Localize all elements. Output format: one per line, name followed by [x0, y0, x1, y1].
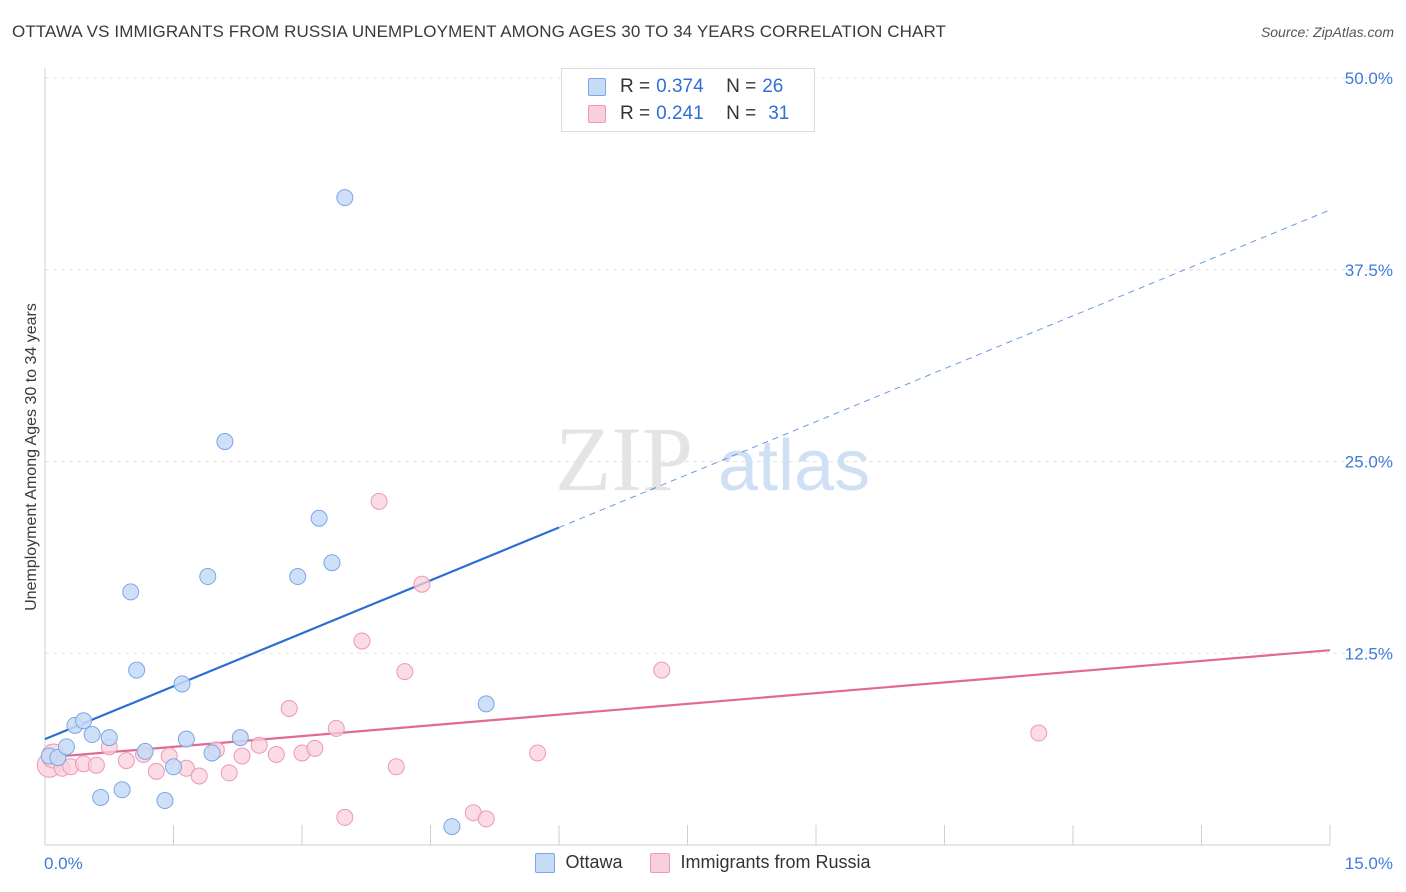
series-legend: Ottawa Immigrants from Russia — [0, 852, 1406, 873]
y-axis-title: Unemployment Among Ages 30 to 34 years — [23, 303, 40, 611]
russia-point — [220, 764, 238, 782]
russia-point — [353, 632, 371, 650]
ottawa-point — [136, 742, 154, 760]
y-tick-label: 25.0% — [1345, 453, 1393, 472]
legend-n-label: N = — [726, 76, 757, 97]
russia-swatch — [588, 105, 606, 123]
legend-r-value: 0.241 — [656, 103, 704, 124]
legend-r-label: R = — [620, 103, 651, 124]
ottawa-swatch — [588, 78, 606, 96]
watermark-zip: ZIP — [555, 408, 693, 510]
legend-item-russia: Immigrants from Russia — [650, 852, 871, 873]
tick-label-layer: 12.5% 25.0% 37.5% 50.0% 0.0% 15.0% — [44, 69, 1393, 873]
ottawa-point — [75, 712, 93, 730]
russia-point — [267, 745, 285, 763]
russia-point — [370, 492, 388, 510]
ottawa-point — [216, 433, 234, 451]
russia-point — [87, 756, 105, 774]
ottawa-point — [477, 695, 495, 713]
legend-r-label: R = — [620, 76, 651, 97]
correlation-legend: R = 0.374 N = 26 R = 0.241 N = 31 — [561, 68, 815, 132]
legend-n-value: 31 — [768, 103, 790, 124]
points-layer — [36, 189, 1048, 836]
ottawa-point — [203, 744, 221, 762]
russia-point — [306, 739, 324, 757]
ottawa-point — [113, 781, 131, 799]
ottawa-point — [443, 818, 461, 836]
ottawa-legend-label: Ottawa — [565, 852, 623, 872]
legend-n-value: 26 — [762, 76, 784, 97]
ottawa-point — [231, 729, 249, 747]
x-tick-label: 15.0% — [1345, 854, 1393, 873]
russia-point — [327, 719, 345, 737]
russia-point — [529, 744, 547, 762]
watermark-atlas: atlas — [718, 426, 870, 506]
russia-point — [147, 762, 165, 780]
ottawa-point — [173, 675, 191, 693]
ottawa-point — [83, 726, 101, 744]
ottawa-point — [323, 554, 341, 572]
chart-title: OTTAWA VS IMMIGRANTS FROM RUSSIA UNEMPLO… — [12, 22, 947, 41]
russia-point — [117, 752, 135, 770]
russia-point — [1030, 724, 1048, 742]
grid-layer — [45, 77, 1390, 654]
russia-point — [336, 808, 354, 826]
y-tick-label: 50.0% — [1345, 69, 1393, 88]
ottawa-trend-extension — [558, 209, 1331, 528]
x-tick-label: 0.0% — [44, 854, 83, 873]
legend-r-value: 0.374 — [656, 76, 704, 97]
legend-item-ottawa: Ottawa — [535, 852, 622, 873]
ottawa-point — [57, 738, 75, 756]
russia-point — [280, 699, 298, 717]
russia-point — [396, 663, 414, 681]
russia-legend-label: Immigrants from Russia — [680, 852, 871, 872]
ottawa-point — [177, 730, 195, 748]
russia-point — [233, 747, 251, 765]
ottawa-point — [165, 758, 182, 776]
ottawa-trend-line — [44, 526, 560, 741]
y-tick-label: 37.5% — [1345, 261, 1393, 280]
russia-point — [250, 736, 268, 754]
ottawa-point — [199, 568, 217, 586]
watermark: ZIP atlas — [555, 408, 870, 510]
ottawa-point — [289, 568, 307, 586]
legend-row-ottawa: R = 0.374 N = 26 — [562, 74, 783, 100]
ottawa-point — [128, 661, 146, 679]
legend-n-label: N = — [726, 103, 757, 124]
russia-legend-swatch — [650, 852, 671, 873]
russia-point — [387, 758, 405, 776]
ottawa-point — [100, 729, 118, 747]
y-tick-label: 12.5% — [1345, 644, 1393, 663]
russia-point — [477, 810, 495, 828]
ottawa-point — [336, 189, 354, 207]
russia-point — [413, 575, 431, 593]
russia-point — [190, 767, 208, 785]
ottawa-point — [156, 792, 174, 810]
source-label: Source: ZipAtlas.com — [1260, 24, 1394, 40]
axis-layer — [44, 68, 1331, 846]
ottawa-legend-swatch — [535, 852, 556, 873]
ottawa-point — [310, 509, 328, 527]
russia-point — [653, 661, 671, 679]
ottawa-point — [92, 788, 110, 806]
legend-row-russia: R = 0.241 N = 31 — [562, 101, 789, 127]
ottawa-point — [122, 583, 140, 601]
